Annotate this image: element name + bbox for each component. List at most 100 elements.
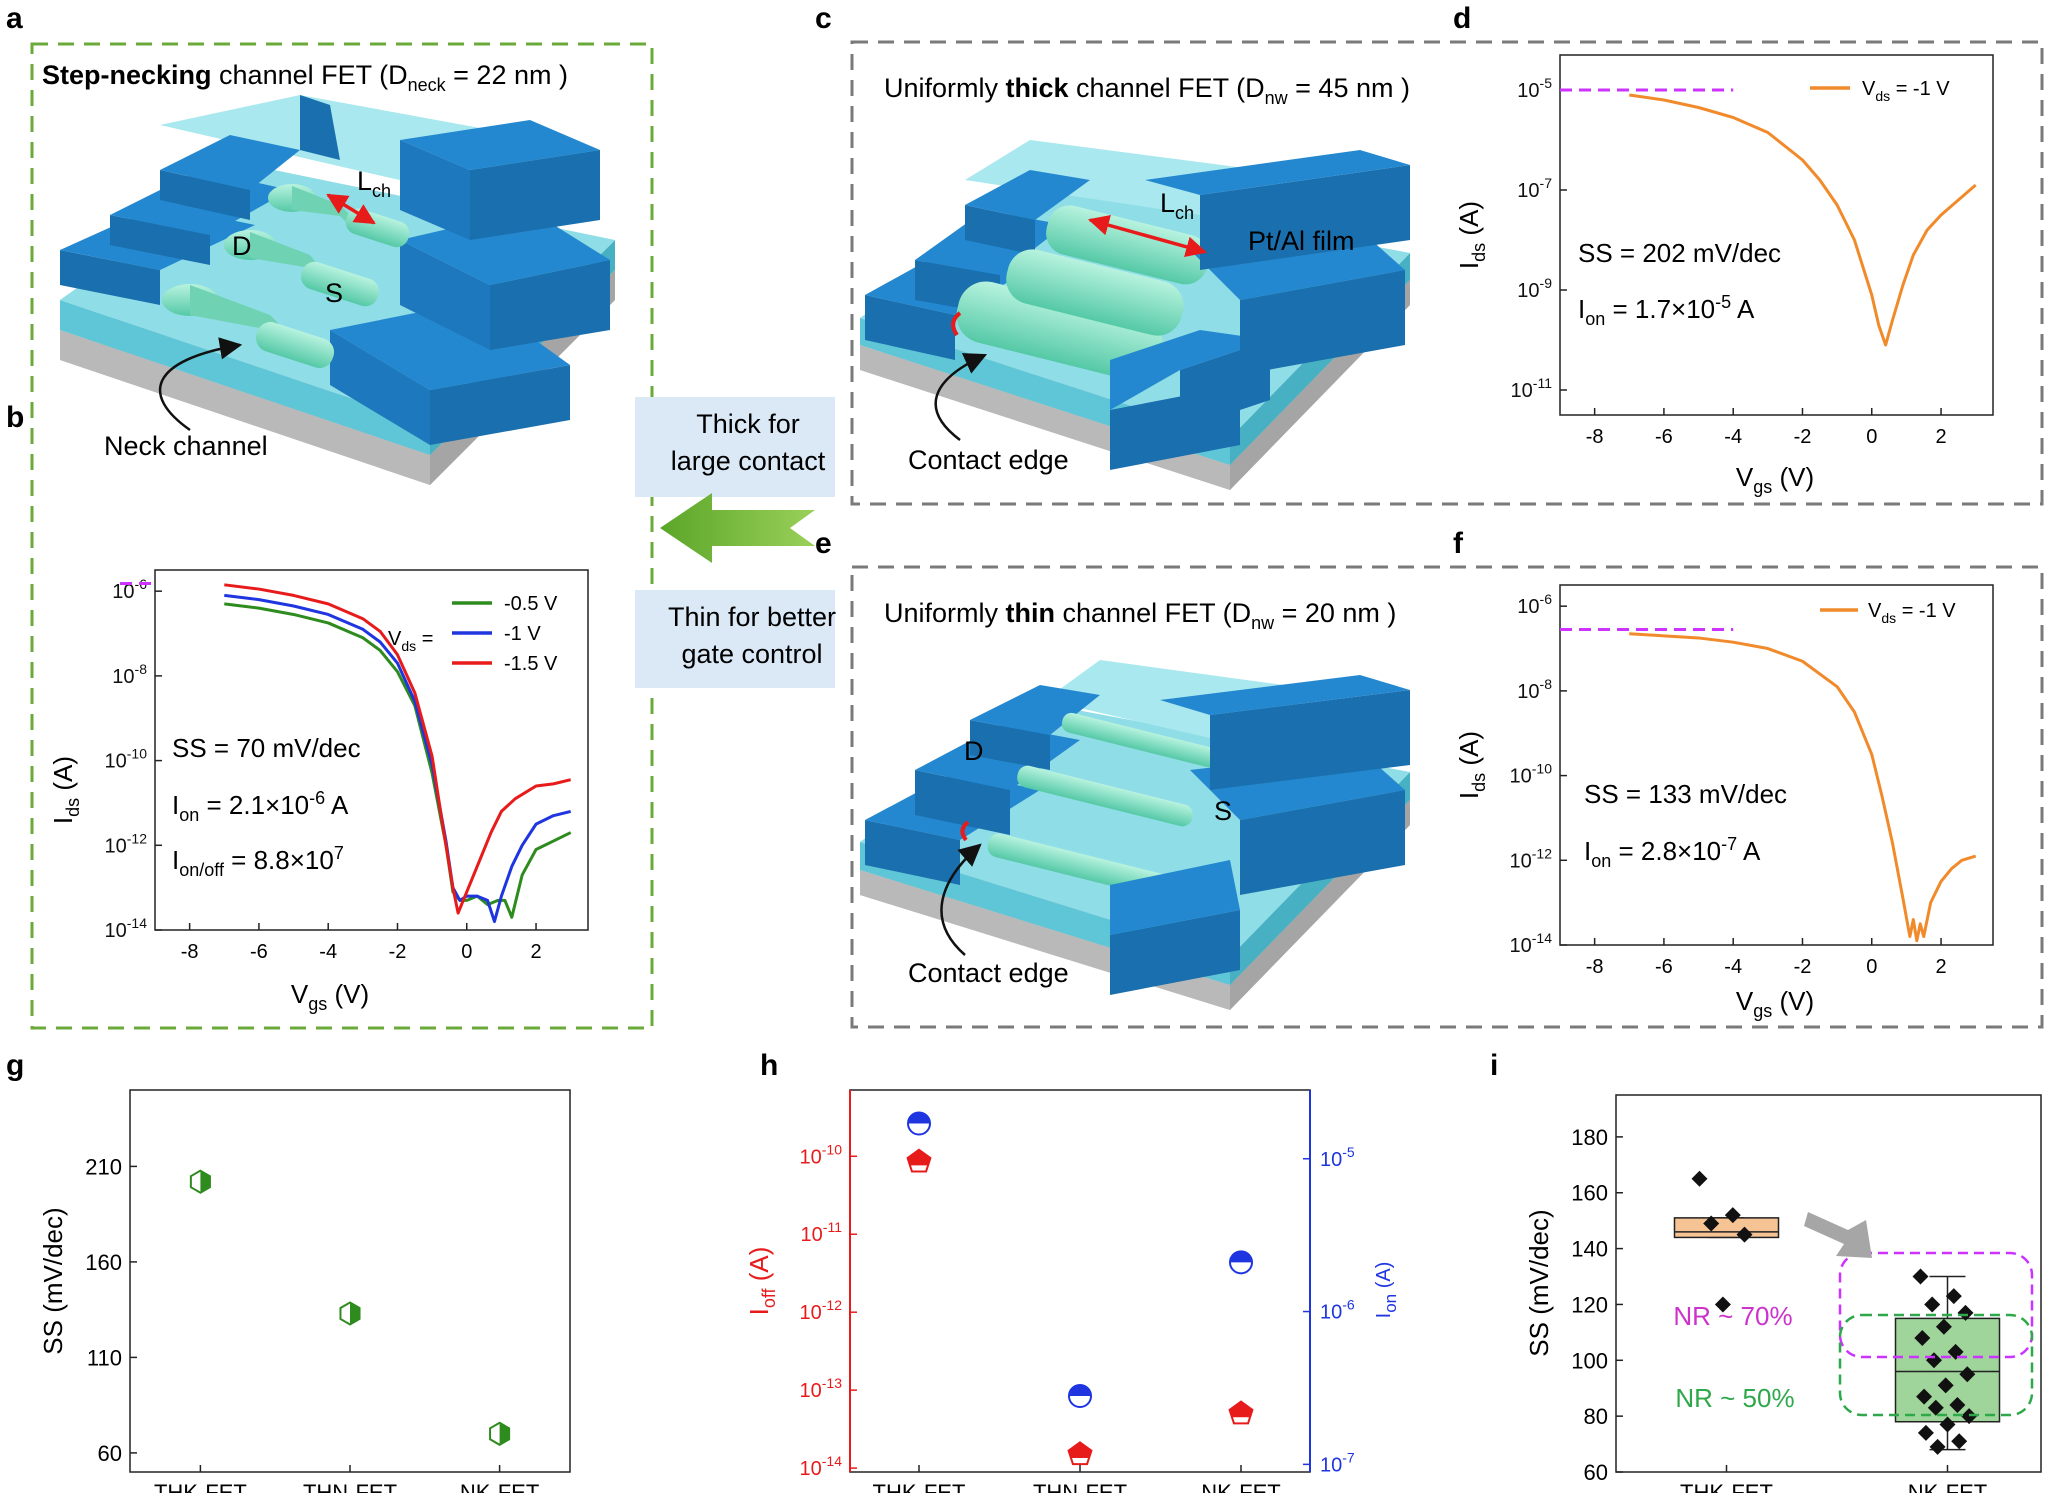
- chart-g-ylabel: SS (mV/dec): [38, 1207, 68, 1354]
- chart-b-ion-sub: on: [179, 805, 199, 825]
- chart-d-legend-eq: = -1 V: [1890, 78, 1950, 100]
- chart-i-nr-low: NR ~ 50%: [1675, 1383, 1794, 1413]
- chart-i-point-1-2: [1924, 1296, 1941, 1313]
- chart-b-ytick-0: 10-6: [112, 576, 147, 603]
- chart-f-xticks: -8 -6 -4 -2 0 2: [1586, 938, 1947, 978]
- chart-h-left-ytick-3-base: 10: [800, 1380, 822, 1402]
- chart-h-right-ytick-1-exp: -6: [1342, 1297, 1355, 1313]
- chart-b-xlabel: Vgs (V): [291, 979, 369, 1014]
- chart-h-left-ytick-1: 10-11: [801, 1219, 843, 1246]
- chart-g-yticks: 60 110 160 210: [85, 1154, 137, 1466]
- chart-g-point-fill-1: [350, 1302, 360, 1325]
- panel-a-lch-main: L: [357, 166, 372, 196]
- chart-d-ytick-0: 10-5: [1517, 75, 1552, 102]
- chart-d-frame: [1559, 54, 1994, 416]
- chart-b-xlabel-main: V: [291, 979, 309, 1009]
- chart-d-ytick-1: 10-7: [1517, 175, 1552, 202]
- panel-label-b: b: [6, 401, 24, 434]
- chart-b-ion-main: I: [172, 790, 179, 820]
- chart-b-ytick-4-base: 10: [105, 920, 127, 942]
- chart-b-legend-title-sub: ds: [401, 638, 416, 654]
- chart-d-ion-sub: on: [1585, 309, 1605, 329]
- chart-f-legend: Vds = -1 V: [1868, 600, 1956, 626]
- chart-h-right-yticks: 10-510-610-7: [1303, 1144, 1355, 1476]
- chart-f-xlabel-unit: (V): [1772, 986, 1814, 1016]
- chart-b-xtick-5: 2: [530, 941, 541, 963]
- thin-channel-device: [860, 660, 1410, 1010]
- chart-b-ss: SS = 70 mV/dec: [172, 733, 361, 763]
- chart-d-ytick-3-base: 10: [1511, 380, 1533, 402]
- chart-h-left-ytick-4-exp: -14: [822, 1453, 842, 1469]
- chart-b-xticks: -8 -6 -4 -2 0 2: [181, 923, 542, 963]
- chart-b-ion: Ion = 2.1×10-6 A: [172, 788, 349, 825]
- chart-d-ylabel-unit: (A): [1454, 201, 1484, 243]
- chart-f-ion-exp: -7: [1721, 834, 1737, 854]
- chart-f-legend-eq: = -1 V: [1896, 600, 1956, 622]
- panel-a-title-sub: neck: [408, 75, 447, 95]
- panel-c-title-rest: channel FET (D: [1069, 73, 1265, 103]
- chart-h-right-ylabel-main: I: [1373, 1313, 1395, 1319]
- panel-c-title: Uniformly thick channel FET (Dnw = 45 nm…: [884, 73, 1410, 108]
- chart-h-left-ytick-1-base: 10: [801, 1224, 823, 1246]
- chart-g-ytick-2: 160: [85, 1250, 122, 1275]
- chart-h-right-ytick-0-base: 10: [1320, 1149, 1342, 1171]
- panel-label-d: d: [1453, 2, 1471, 35]
- chart-b-legend-label-1: -1 V: [504, 623, 541, 645]
- chart-b-ylabel-unit: (A): [48, 756, 78, 798]
- panel-a-drain-label: D: [232, 231, 252, 261]
- panel-e-title-bold: thin: [1006, 598, 1055, 628]
- chart-b-series-line-1: [224, 593, 572, 924]
- chart-b-ytick-4: 10-14: [105, 915, 148, 942]
- chart-i-ytick-6: 180: [1571, 1125, 1608, 1150]
- chart-d-yticks: 10-510-710-910-11: [1511, 75, 1567, 402]
- chart-d-ytick-2-base: 10: [1517, 280, 1539, 302]
- panel-e-title-rest: channel FET (D: [1055, 598, 1251, 628]
- chart-f-ytick-0-base: 10: [1517, 596, 1539, 618]
- chart-h-xticks: THK-FET THN-FET NK-FET: [873, 1465, 1281, 1493]
- chart-h-left-ytick-0-base: 10: [800, 1146, 822, 1168]
- thick-note-line2: large contact: [671, 446, 826, 476]
- chart-f-xtick-1: -6: [1655, 956, 1673, 978]
- direction-arrow-icon: [660, 493, 815, 563]
- chart-i-ytick-5: 160: [1571, 1181, 1608, 1206]
- panel-a-lch: Lch: [357, 166, 391, 201]
- panel-e-title: Uniformly thin channel FET (Dnw = 20 nm …: [884, 598, 1396, 633]
- chart-d-xtick-0: -8: [1586, 426, 1604, 448]
- chart-g-xtick-2: NK-FET: [460, 1480, 539, 1493]
- chart-d-ylabel-main: I: [1454, 262, 1484, 269]
- chart-i-ylabel: SS (mV/dec): [1524, 1209, 1554, 1356]
- chart-h-left-ytick-2-base: 10: [800, 1302, 822, 1324]
- chart-i-point-1-10: [1916, 1388, 1933, 1405]
- chart-b-ylabel: Ids (A): [48, 756, 83, 824]
- chart-b-xtick-2: -4: [319, 941, 337, 963]
- chart-h-left-ylabel-sub: off: [759, 1287, 779, 1308]
- chart-f-ytick-1-base: 10: [1517, 681, 1539, 703]
- chart-b-ytick-2-base: 10: [105, 751, 127, 773]
- chart-i-xticks: THK-FET NK-FET: [1680, 1465, 1987, 1493]
- chart-h-right-ytick-2: 10-7: [1320, 1449, 1355, 1476]
- chart-f-series-line-0: [1629, 632, 1977, 943]
- chart-h-right-ytick-2-base: 10: [1320, 1454, 1342, 1476]
- chart-h-left-ylabel-main: I: [744, 1308, 774, 1315]
- panel-a-source-label: S: [325, 278, 343, 308]
- chart-d-series: [1629, 93, 1977, 347]
- chart-h-xtick-0: THK-FET: [873, 1480, 966, 1493]
- chart-d-legend-main: V: [1862, 78, 1876, 100]
- chart-i-point-0-1: [1724, 1207, 1741, 1224]
- panel-e-drain-label: D: [964, 736, 984, 766]
- chart-b-ion-exp: -6: [309, 788, 325, 808]
- chart-d-ytick-2-exp: -9: [1540, 275, 1553, 291]
- chart-f-ion-eq: = 2.8×10: [1611, 836, 1721, 866]
- panel-c-contact-edge: Contact edge: [908, 445, 1069, 475]
- chart-f-ytick-4-base: 10: [1510, 935, 1532, 957]
- chart-i-nr-high: NR ~ 70%: [1673, 1301, 1792, 1331]
- chart-f-ytick-0: 10-6: [1517, 591, 1552, 618]
- chart-f-ylabel-sub: ds: [1469, 773, 1489, 792]
- panel-label-g: g: [6, 1049, 24, 1082]
- chart-b-legend-label-0: -0.5 V: [504, 593, 558, 615]
- chart-f-ytick-2-exp: -10: [1532, 761, 1552, 777]
- chart-f-ytick-1-exp: -8: [1540, 676, 1553, 692]
- chart-h-left-ylabel: Ioff (A): [744, 1247, 779, 1316]
- chart-i: THK-FET NK-FET 60 80 100 120 140 160 180 NR ~ 7…: [1524, 1094, 2042, 1493]
- chart-f-ion-main: I: [1584, 836, 1591, 866]
